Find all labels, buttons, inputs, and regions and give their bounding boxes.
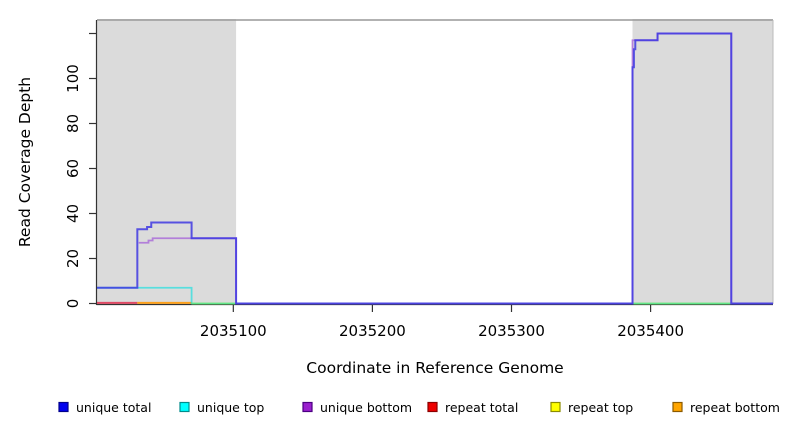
x-tick-label: 2035300: [478, 322, 545, 340]
legend-label: repeat total: [445, 400, 518, 415]
y-tick-label: 100: [64, 64, 82, 93]
shaded-region: [632, 19, 773, 304]
shaded-region: [97, 19, 237, 304]
x-tick-label: 2035100: [200, 322, 267, 340]
legend-swatch: [427, 401, 438, 413]
y-tick-label: 40: [64, 204, 82, 223]
legend-item-unique-total: unique total: [58, 400, 151, 415]
legend-swatch: [302, 401, 313, 413]
x-tick-label: 2035400: [617, 322, 684, 340]
ticks-layer: 2035100 2035200 2035300 2035400 0 20 40 60 80 100: [64, 32, 684, 340]
y-tick-label: 60: [64, 159, 82, 178]
legend-item-unique-bottom: unique bottom: [302, 400, 412, 415]
y-tick-label: 20: [64, 249, 82, 268]
legend-label: repeat top: [568, 400, 633, 415]
series-layer: [97, 32, 773, 305]
legend-item-repeat-top: repeat top: [550, 400, 633, 415]
series-unique-total: [97, 32, 773, 305]
legend-swatch: [179, 401, 190, 413]
legend-swatch: [58, 401, 69, 413]
legend-label: repeat bottom: [690, 400, 780, 415]
legend-item-repeat-bottom: repeat bottom: [672, 400, 780, 415]
legend-item-unique-top: unique top: [179, 400, 264, 415]
legend-label: unique top: [197, 400, 264, 415]
legend: unique total unique top unique bottom repea…: [58, 400, 780, 415]
legend-swatch: [672, 401, 683, 413]
legend-label: unique bottom: [320, 400, 412, 415]
y-tick-label: 0: [64, 299, 82, 309]
legend-swatch: [550, 401, 561, 413]
x-tick-label: 2035200: [339, 322, 406, 340]
legend-label: unique total: [76, 400, 151, 415]
x-axis-label: Coordinate in Reference Genome: [306, 359, 563, 377]
shaded-regions-layer: [97, 19, 773, 304]
legend-item-repeat-total: repeat total: [427, 400, 518, 415]
y-tick-label: 80: [64, 114, 82, 133]
y-axis-label: Read Coverage Depth: [16, 77, 34, 247]
